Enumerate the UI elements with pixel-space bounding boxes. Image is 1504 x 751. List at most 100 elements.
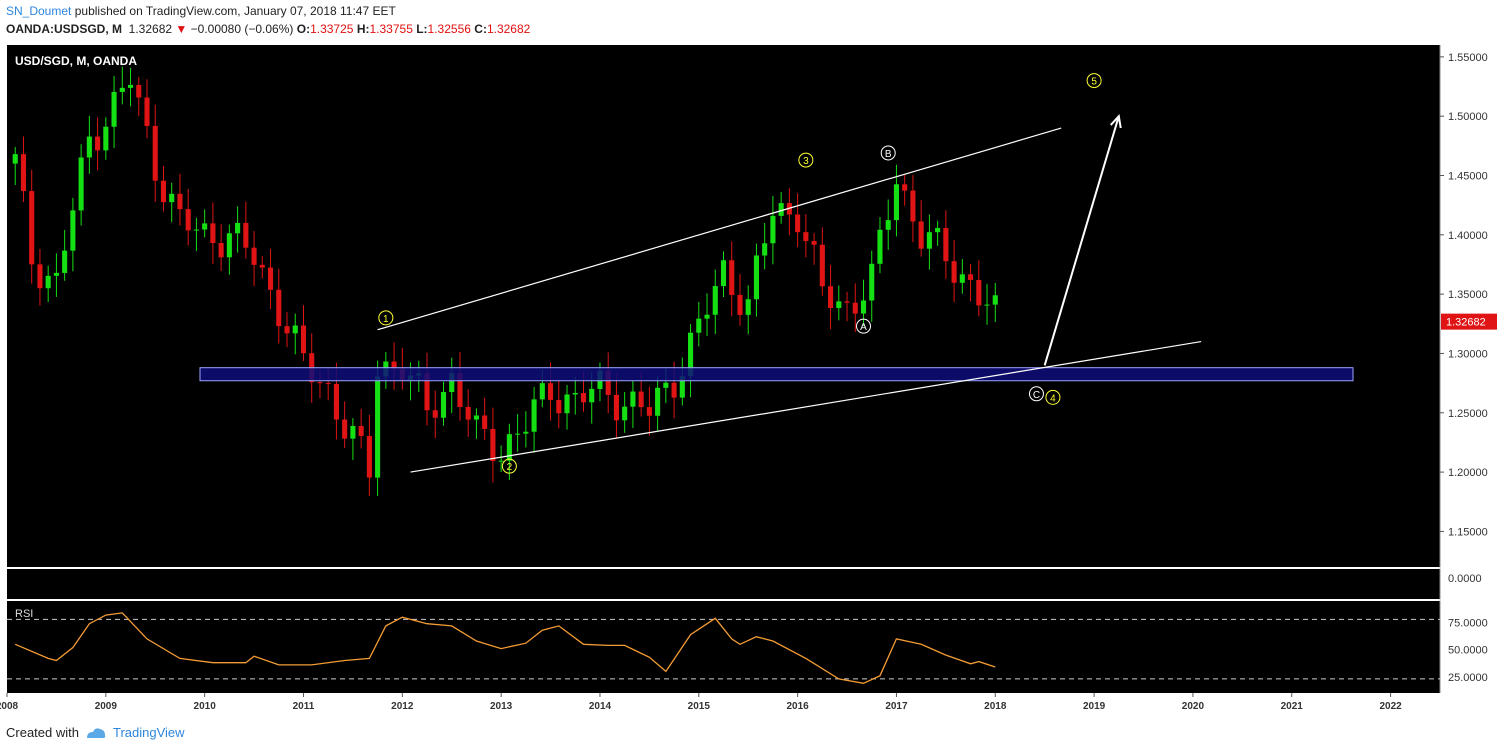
close-label: C: bbox=[474, 22, 487, 36]
x-tick-label: 2012 bbox=[391, 701, 414, 712]
candle-body bbox=[737, 294, 743, 315]
wave-label-text: 4 bbox=[1050, 393, 1056, 404]
candle-body bbox=[70, 210, 76, 251]
x-tick-label: 2021 bbox=[1281, 701, 1304, 712]
candle-body bbox=[325, 383, 331, 385]
open-label: O: bbox=[296, 22, 311, 36]
candle-body bbox=[531, 399, 537, 432]
candle-body bbox=[259, 264, 265, 268]
y-tick-label: 1.55000 bbox=[1448, 52, 1488, 64]
candle-body bbox=[193, 229, 199, 231]
candle-body bbox=[918, 221, 924, 249]
chart-canvas[interactable]: USD/SGD, M, OANDA 1.55000 1.50000 1.45000 1.… bbox=[0, 40, 1504, 715]
wave-label-text: A bbox=[860, 322, 867, 333]
low-value: 1.32556 bbox=[427, 22, 471, 36]
candle-body bbox=[580, 392, 587, 403]
candle-body bbox=[457, 373, 463, 407]
candle-body bbox=[152, 125, 158, 181]
candle-body bbox=[473, 415, 479, 420]
candle-body bbox=[959, 274, 965, 283]
candle-body bbox=[284, 326, 290, 334]
candle-body bbox=[424, 373, 430, 411]
candle-body bbox=[449, 373, 455, 393]
x-tick-label: 2014 bbox=[589, 701, 612, 712]
candle-body bbox=[828, 286, 834, 308]
candles-group bbox=[12, 66, 998, 497]
candle-body bbox=[45, 275, 51, 289]
candle-body bbox=[440, 392, 447, 418]
channel-lower-line bbox=[410, 340, 1202, 473]
tradingview-link[interactable]: TradingView bbox=[112, 725, 185, 740]
candle-body bbox=[655, 387, 661, 416]
candle-body bbox=[539, 383, 545, 400]
support-zone bbox=[199, 367, 1354, 382]
symbol-name[interactable]: OANDA:USDSGD, M bbox=[6, 22, 122, 36]
candle-body bbox=[852, 302, 858, 314]
candle-body bbox=[720, 260, 727, 287]
candle-body bbox=[292, 325, 298, 334]
low-label: L: bbox=[416, 22, 428, 36]
publisher-line: SN_Doumet published on TradingView.com, … bbox=[6, 4, 396, 18]
candle-body bbox=[144, 97, 150, 126]
candle-body bbox=[622, 406, 628, 421]
candle-body bbox=[127, 84, 134, 88]
candle-body bbox=[951, 261, 957, 283]
rsi-tick-label: 50.0000 bbox=[1448, 645, 1488, 657]
wave-label-5: 5 bbox=[1086, 73, 1102, 89]
wave-label-ring bbox=[1045, 389, 1061, 405]
author-link[interactable]: SN_Doumet bbox=[6, 4, 72, 18]
candle-body bbox=[910, 190, 916, 222]
down-arrow-icon: ▼ bbox=[175, 22, 188, 36]
candle-body bbox=[95, 136, 101, 151]
candle-body bbox=[37, 264, 43, 289]
wave-label-text: B bbox=[885, 149, 892, 160]
candle-body bbox=[877, 229, 883, 264]
candle-body bbox=[218, 243, 224, 258]
candle-body bbox=[358, 425, 364, 437]
candle-body bbox=[169, 193, 175, 203]
candle-body bbox=[432, 410, 438, 418]
candle-body bbox=[20, 154, 27, 192]
x-tick-label: 2009 bbox=[95, 701, 118, 712]
channel-upper-line bbox=[377, 127, 1062, 331]
candle-body bbox=[53, 272, 59, 276]
candle-body bbox=[630, 391, 636, 407]
x-tick-label: 2011 bbox=[293, 701, 315, 712]
wave-label-C: C bbox=[1028, 386, 1044, 402]
candle-body bbox=[235, 222, 241, 234]
wave-label-ring bbox=[1086, 73, 1102, 89]
change-value: −0.00080 (−0.06%) bbox=[190, 22, 294, 36]
x-tick-label: 2010 bbox=[194, 701, 217, 712]
candle-body bbox=[893, 184, 900, 221]
close-value: 1.32682 bbox=[486, 22, 531, 36]
y-tick-label: 1.15000 bbox=[1448, 526, 1488, 538]
projection-arrow-head bbox=[1109, 113, 1122, 129]
wave-label-B: B bbox=[880, 145, 896, 161]
rsi-label: RSI bbox=[15, 608, 33, 620]
published-text: published on TradingView.com, January 07… bbox=[74, 4, 396, 18]
candle-body bbox=[819, 244, 825, 287]
candle-body bbox=[202, 223, 208, 230]
candle-body bbox=[638, 391, 644, 408]
last-price: 1.32682 bbox=[128, 22, 173, 36]
candle-body bbox=[185, 209, 191, 231]
candle-body bbox=[943, 228, 949, 262]
candle-body bbox=[926, 232, 932, 249]
x-tick-label: 2022 bbox=[1379, 701, 1402, 712]
candle-body bbox=[78, 157, 84, 211]
y-tick-label: 1.25000 bbox=[1448, 408, 1488, 420]
candle-body bbox=[267, 267, 274, 290]
wave-label-ring bbox=[501, 458, 517, 474]
candle-body bbox=[482, 415, 488, 429]
candle-body bbox=[589, 388, 595, 403]
candle-body bbox=[712, 286, 718, 315]
wave-label-2: 2 bbox=[501, 458, 517, 474]
candle-body bbox=[902, 184, 908, 191]
candle-body bbox=[679, 376, 685, 398]
candle-body bbox=[811, 241, 817, 245]
volume-pane bbox=[7, 569, 1440, 599]
candle-body bbox=[160, 180, 167, 203]
candle-body bbox=[103, 126, 109, 151]
candle-body bbox=[572, 392, 578, 395]
candle-body bbox=[506, 434, 512, 461]
